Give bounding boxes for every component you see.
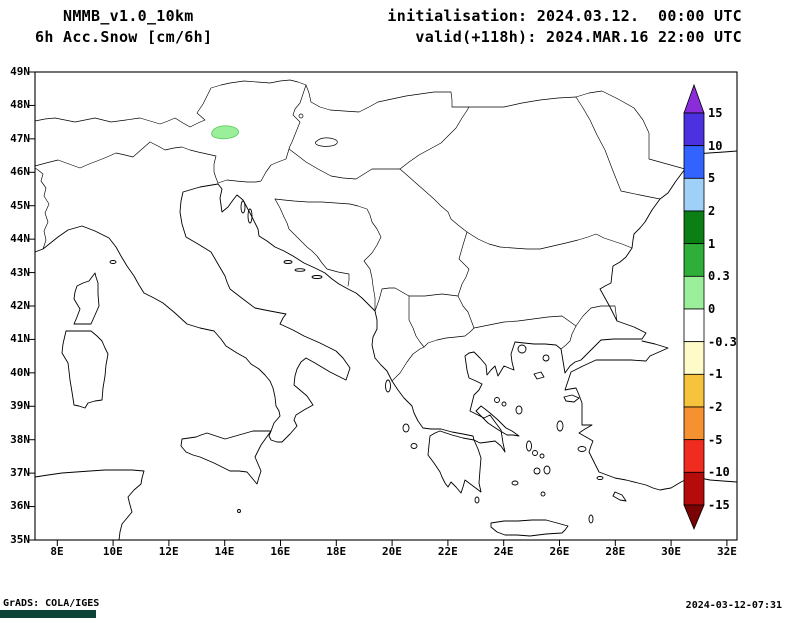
map-frame (34, 71, 738, 541)
snow-accumulation-patch (211, 125, 239, 140)
colorbar-label: 5 (708, 171, 716, 186)
valid-text: valid(+118h): 2024.MAR.16 22:00 UTC (415, 28, 742, 46)
lakes-layer (298, 113, 338, 147)
axis-ticks (29, 71, 728, 546)
colorbar-label: -1 (708, 367, 723, 382)
lon-label: 8E (50, 545, 64, 558)
colorbar-tick-labels: 15 10 5 2 1 0.3 0 -0.3 -1 -2 -5 -10 -15 (708, 107, 737, 511)
creation-timestamp: 2024-03-12-07:31 (685, 600, 782, 611)
lat-label: 44N (10, 232, 30, 246)
colorbar (683, 83, 705, 531)
field-title: 6h Acc.Snow [cm/6h] (35, 28, 213, 46)
lat-label: 46N (10, 165, 30, 179)
lon-label: 24E (493, 545, 514, 558)
lon-label: 14E (214, 545, 235, 558)
lat-label: 38N (10, 432, 30, 446)
colorbar-label: 10 (708, 138, 723, 153)
colorbar-label: -10 (708, 465, 730, 480)
lon-label: 26E (549, 545, 570, 558)
lat-label: 35N (10, 532, 30, 546)
grads-credit: GrADS: COLA/IGES (3, 598, 100, 609)
lon-label: 20E (382, 545, 402, 558)
lat-label: 39N (10, 399, 30, 413)
lon-label: 10E (102, 545, 123, 558)
lon-label: 22E (437, 545, 458, 558)
lat-label: 49N (10, 65, 30, 78)
colorbar-label: -15 (708, 497, 730, 512)
lon-label: 30E (661, 545, 682, 558)
lat-label: 48N (10, 98, 30, 112)
coastlines-layer (34, 150, 738, 541)
colorbar-label: 15 (708, 106, 723, 120)
lon-label: 18E (326, 545, 347, 558)
lon-label: 12E (158, 545, 179, 558)
lon-label: 32E (717, 545, 737, 558)
lon-label: 28E (605, 545, 626, 558)
lat-label: 40N (10, 365, 30, 379)
lat-label: 45N (10, 198, 30, 212)
colorbar-label: 0.3 (708, 269, 730, 284)
colorbar-label: 0 (708, 301, 716, 316)
model-title: NMMB_v1.0_10km (63, 7, 194, 25)
lat-label: 37N (10, 466, 30, 480)
lat-label: 47N (10, 131, 30, 145)
colorbar-label: 1 (708, 236, 716, 251)
colorbar-label: -2 (708, 399, 723, 414)
colorbar-label: -5 (708, 432, 723, 447)
colorbar-label: -0.3 (708, 334, 737, 349)
colorbar-label: 2 (708, 203, 716, 218)
lat-label: 41N (10, 332, 30, 346)
lon-label: 16E (270, 545, 291, 558)
longitude-axis: 8E 10E 12E 14E 16E 18E 20E 22E 24E 26E 28E 30E 32E (42, 545, 742, 558)
country-borders-layer (34, 79, 686, 382)
lat-label: 43N (10, 265, 30, 279)
latitude-axis: 49N 48N 47N 46N 45N 44N 43N 42N 41N 40N 39N 38N 37N 3… (0, 66, 30, 546)
initialisation-text: initialisation: 2024.03.12. 00:00 UTC (387, 7, 742, 25)
grads-stamp-bar (0, 610, 96, 618)
lat-label: 36N (10, 499, 30, 513)
lat-label: 42N (10, 298, 30, 312)
